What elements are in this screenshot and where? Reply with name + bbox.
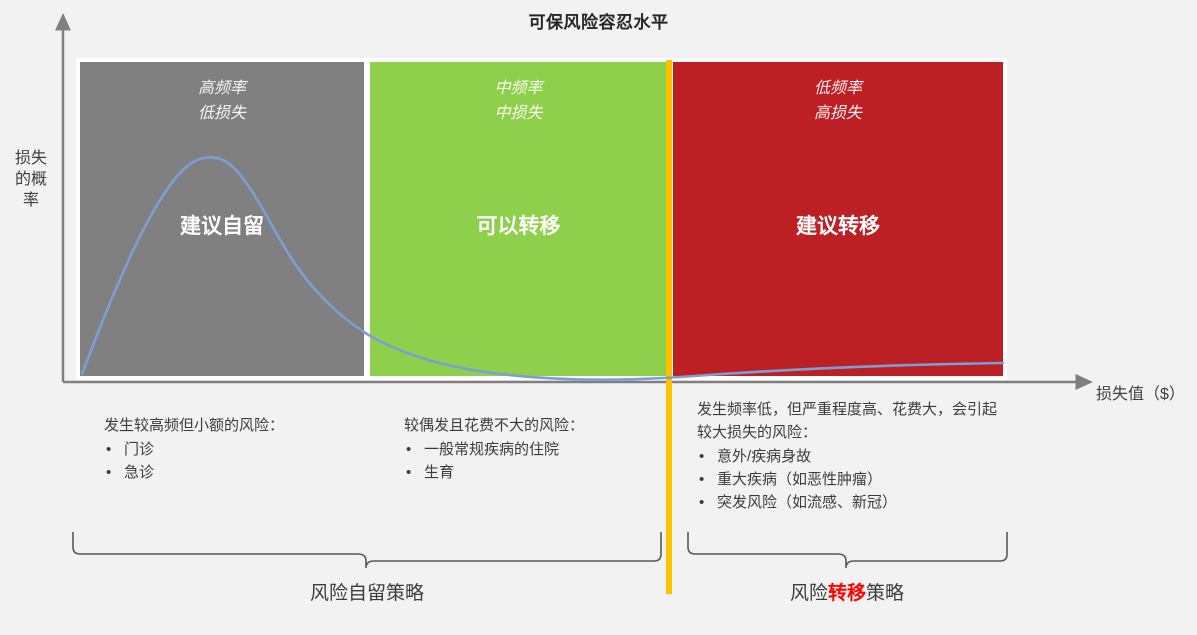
list-item-label: 重大疾病（如恶性肿瘤） (717, 471, 883, 488)
bullet-icon: • (106, 464, 112, 481)
bracket-retain-prefix: 风险 (309, 583, 348, 604)
description-retain-list: • 门诊 • 急诊 (104, 438, 374, 484)
band-transfer[interactable]: 低频率 高损失 建议转移 (673, 62, 1003, 376)
band-retain-top-line2: 低损失 (197, 105, 246, 122)
list-item: • 门诊 (104, 438, 374, 461)
band-maybe-top-label: 中频率 中损失 (370, 76, 667, 126)
list-item: • 意外/疾病身故 (697, 445, 1009, 468)
list-item-label: 急诊 (124, 464, 155, 481)
band-retain-top-label: 高频率 低损失 (80, 76, 364, 126)
list-item-label: 生育 (424, 464, 455, 481)
band-maybe-main-label: 可以转移 (476, 215, 561, 238)
list-item: • 一般常规疾病的住院 (404, 438, 674, 461)
list-item-label: 突发风险（如流感、新冠） (717, 494, 898, 511)
bracket-transfer-suffix: 策略 (866, 583, 905, 604)
bullet-icon: • (406, 464, 412, 481)
band-transfer-top-line1: 低频率 (813, 80, 862, 97)
band-transfer-top-label: 低频率 高损失 (673, 76, 1003, 126)
list-item: • 突发风险（如流感、新冠） (697, 491, 1009, 514)
band-transfer-top-line2: 高损失 (813, 105, 862, 122)
bracket-retain-suffix: 策略 (386, 583, 425, 604)
description-retain-heading: 发生较高频但小额的风险： (104, 417, 285, 434)
band-transfer-main-label: 建议转移 (796, 215, 880, 238)
bullet-icon: • (699, 494, 705, 511)
band-retain-top-line1: 高频率 (197, 80, 246, 97)
description-maybe-list: • 一般常规疾病的住院 • 生育 (404, 438, 674, 484)
band-maybe-top-line1: 中频率 (494, 80, 543, 97)
bracket-transfer-prefix: 风险 (789, 583, 828, 604)
x-axis-label: 损失值（$） (1096, 386, 1185, 403)
band-retain-main-label: 建议自留 (180, 215, 264, 238)
list-item: • 重大疾病（如恶性肿瘤） (697, 468, 1009, 491)
list-item-label: 门诊 (124, 441, 155, 458)
description-retain: 发生较高频但小额的风险： • 门诊 • 急诊 (104, 414, 374, 484)
description-maybe: 较偶发且花费不大的风险： • 一般常规疾病的住院 • 生育 (404, 414, 674, 484)
list-item-label: 意外/疾病身故 (717, 448, 812, 465)
threshold-divider-line (666, 60, 672, 594)
band-retain[interactable]: 高频率 低损失 建议自留 (80, 62, 364, 376)
description-maybe-heading: 较偶发且花费不大的风险： (404, 417, 585, 434)
description-transfer: 发生频率低，但严重程度高、花费大，会引起较大损失的风险： • 意外/疾病身故 • 重… (697, 398, 1009, 514)
bracket-retain (72, 532, 662, 569)
bracket-transfer (687, 532, 1008, 569)
bullet-icon: • (699, 448, 705, 465)
description-transfer-heading: 发生频率低，但严重程度高、花费大，会引起较大损失的风险： (697, 401, 998, 441)
bracket-transfer-highlight: 转移 (827, 583, 866, 604)
bracket-label-transfer: 风险转移策略 (702, 578, 992, 605)
description-transfer-list: • 意外/疾病身故 • 重大疾病（如恶性肿瘤） • 突发风险（如流感、新冠） (697, 445, 1009, 514)
band-maybe[interactable]: 中频率 中损失 可以转移 (370, 62, 667, 376)
bullet-icon: • (106, 441, 112, 458)
bullet-icon: • (699, 471, 705, 488)
list-item: • 急诊 (104, 461, 374, 484)
list-item-label: 一般常规疾病的住院 (424, 441, 560, 458)
band-maybe-top-line2: 中损失 (494, 105, 543, 122)
y-axis-label: 损失的概率 (14, 150, 47, 209)
list-item: • 生育 (404, 461, 674, 484)
page-title: 可保风险容忍水平 (528, 13, 669, 32)
bracket-retain-highlight: 自留 (347, 583, 386, 604)
bullet-icon: • (406, 441, 412, 458)
bracket-label-retain: 风险自留策略 (222, 578, 512, 605)
